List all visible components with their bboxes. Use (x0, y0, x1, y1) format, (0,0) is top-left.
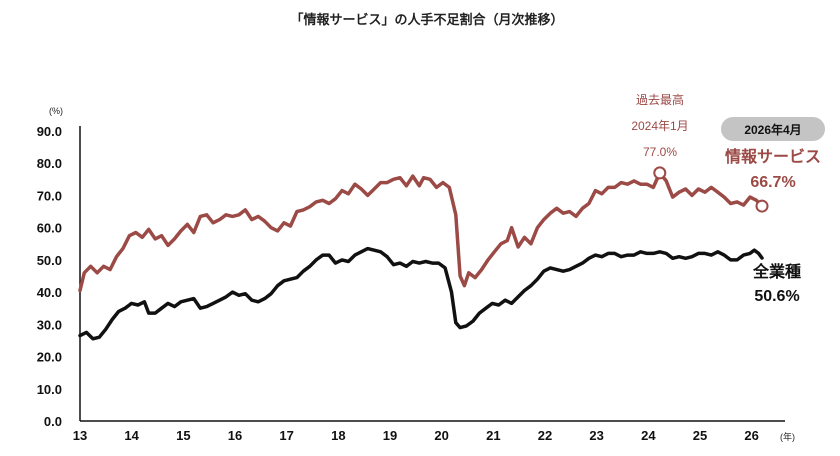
x-tick-label: 21 (486, 428, 500, 443)
x-tick-label: 19 (383, 428, 397, 443)
x-tick-label: 16 (228, 428, 242, 443)
x-tick-label: 18 (331, 428, 345, 443)
y-tick-labels: 0.0 10.0 20.0 30.0 40.0 50.0 60.0 70.0 80.0 90.0 (37, 124, 62, 429)
chart-title: 「情報サービス」の人手不足割合（月次推移） (290, 12, 563, 27)
peak-label-value: 77.0% (643, 145, 677, 159)
x-tick-label: 17 (279, 428, 293, 443)
y-tick-label: 80.0 (37, 156, 62, 171)
latest-marker (755, 199, 769, 213)
series-value-all-industries: 50.6% (754, 288, 799, 305)
y-unit-label: (%) (49, 106, 63, 116)
y-tick-label: 60.0 (37, 221, 62, 236)
peak-label-title: 過去最高 (636, 92, 684, 107)
series-label-info-service: 情報サービス (725, 147, 821, 166)
series-layer (78, 166, 769, 341)
series-value-info-service: 66.7% (750, 174, 795, 191)
series-label-all-industries: 全業種 (752, 262, 801, 281)
y-tick-label: 40.0 (37, 285, 62, 300)
y-tick-label: 0.0 (44, 414, 62, 429)
latest-month-badge (721, 117, 825, 141)
series-line-info-service (78, 171, 764, 293)
y-tick-label: 30.0 (37, 317, 62, 332)
x-tick-labels: 13 14 15 16 17 18 19 20 21 22 23 24 25 26 (73, 428, 759, 443)
x-tick-label: 13 (73, 428, 87, 443)
x-tick-label: 14 (124, 428, 139, 443)
x-tick-label: 23 (589, 428, 603, 443)
x-tick-label: 26 (744, 428, 758, 443)
y-tick-label: 10.0 (37, 382, 62, 397)
series-line-all-industries (78, 246, 764, 341)
y-tick-label: 50.0 (37, 253, 62, 268)
x-tick-label: 22 (538, 428, 552, 443)
x-tick-label: 24 (641, 428, 656, 443)
y-tick-label: 90.0 (37, 124, 62, 139)
x-unit-label: (年) (780, 431, 795, 442)
x-tick-label: 15 (176, 428, 190, 443)
x-tick-label: 25 (693, 428, 707, 443)
peak-label-date: 2024年1月 (631, 119, 688, 133)
peak-marker (653, 166, 667, 180)
y-tick-label: 70.0 (37, 188, 62, 203)
x-tick-label: 20 (434, 428, 448, 443)
latest-month-badge-label: 2026年4月 (744, 122, 801, 137)
y-tick-label: 20.0 (37, 350, 62, 365)
